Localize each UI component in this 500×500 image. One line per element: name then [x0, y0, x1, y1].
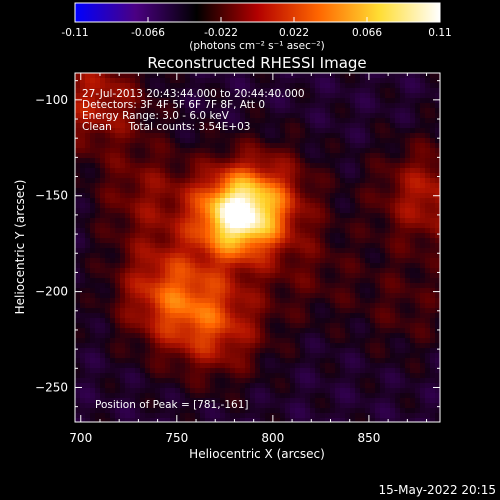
colorbar: -0.11 -0.066 -0.022 0.022 0.066 0.11 (photons… [61, 2, 452, 52]
colorbar-tick-label: 0.022 [279, 27, 309, 39]
colorbar-gradient [74, 2, 441, 23]
chart-title: Reconstructed RHESSI Image [147, 54, 366, 72]
y-tick-label: −200 [35, 285, 68, 299]
info-line-time: 27-Jul-2013 20:43:44.000 to 20:44:40.000 [82, 88, 305, 100]
x-tick-label: 850 [357, 431, 380, 445]
colorbar-ticks: -0.11 -0.066 -0.022 0.022 0.066 0.11 [61, 17, 452, 39]
info-line-clean: Clean Total counts: 3.54E+03 [82, 121, 251, 133]
y-axis-label: Heliocentric Y (arcsec) [13, 180, 27, 315]
colorbar-tick-label: 0.066 [352, 27, 382, 39]
y-tick-label: −150 [35, 189, 68, 203]
x-axis-label: Heliocentric X (arcsec) [189, 447, 325, 461]
colorbar-tick-label: 0.11 [428, 27, 451, 39]
colorbar-tick-label: -0.066 [131, 27, 165, 39]
x-tick-label: 800 [261, 431, 284, 445]
y-tick-label: −250 [35, 380, 68, 394]
heatmap [75, 73, 440, 422]
peak-position-label: Position of Peak = [781,-161] [95, 399, 249, 411]
colorbar-tick-label: -0.11 [61, 27, 88, 39]
axis-ticks: 700 750 800 850 −100 −150 −200 −250 [35, 73, 440, 445]
x-tick-label: 700 [69, 431, 92, 445]
info-line-energy: Energy Range: 3.0 - 6.0 keV [82, 110, 230, 122]
colorbar-tick-label: -0.022 [204, 27, 238, 39]
x-tick-label: 750 [165, 431, 188, 445]
colorbar-unit-label: (photons cm⁻² s⁻¹ asec⁻²) [189, 40, 324, 52]
info-line-detectors: Detectors: 3F 4F 5F 6F 7F 8F, Att 0 [82, 99, 265, 111]
plot-frame [74, 72, 441, 423]
y-tick-label: −100 [35, 93, 68, 107]
timestamp: 15-May-2022 20:15 [379, 483, 496, 497]
info-text: 27-Jul-2013 20:43:44.000 to 20:44:40.000… [82, 88, 305, 411]
